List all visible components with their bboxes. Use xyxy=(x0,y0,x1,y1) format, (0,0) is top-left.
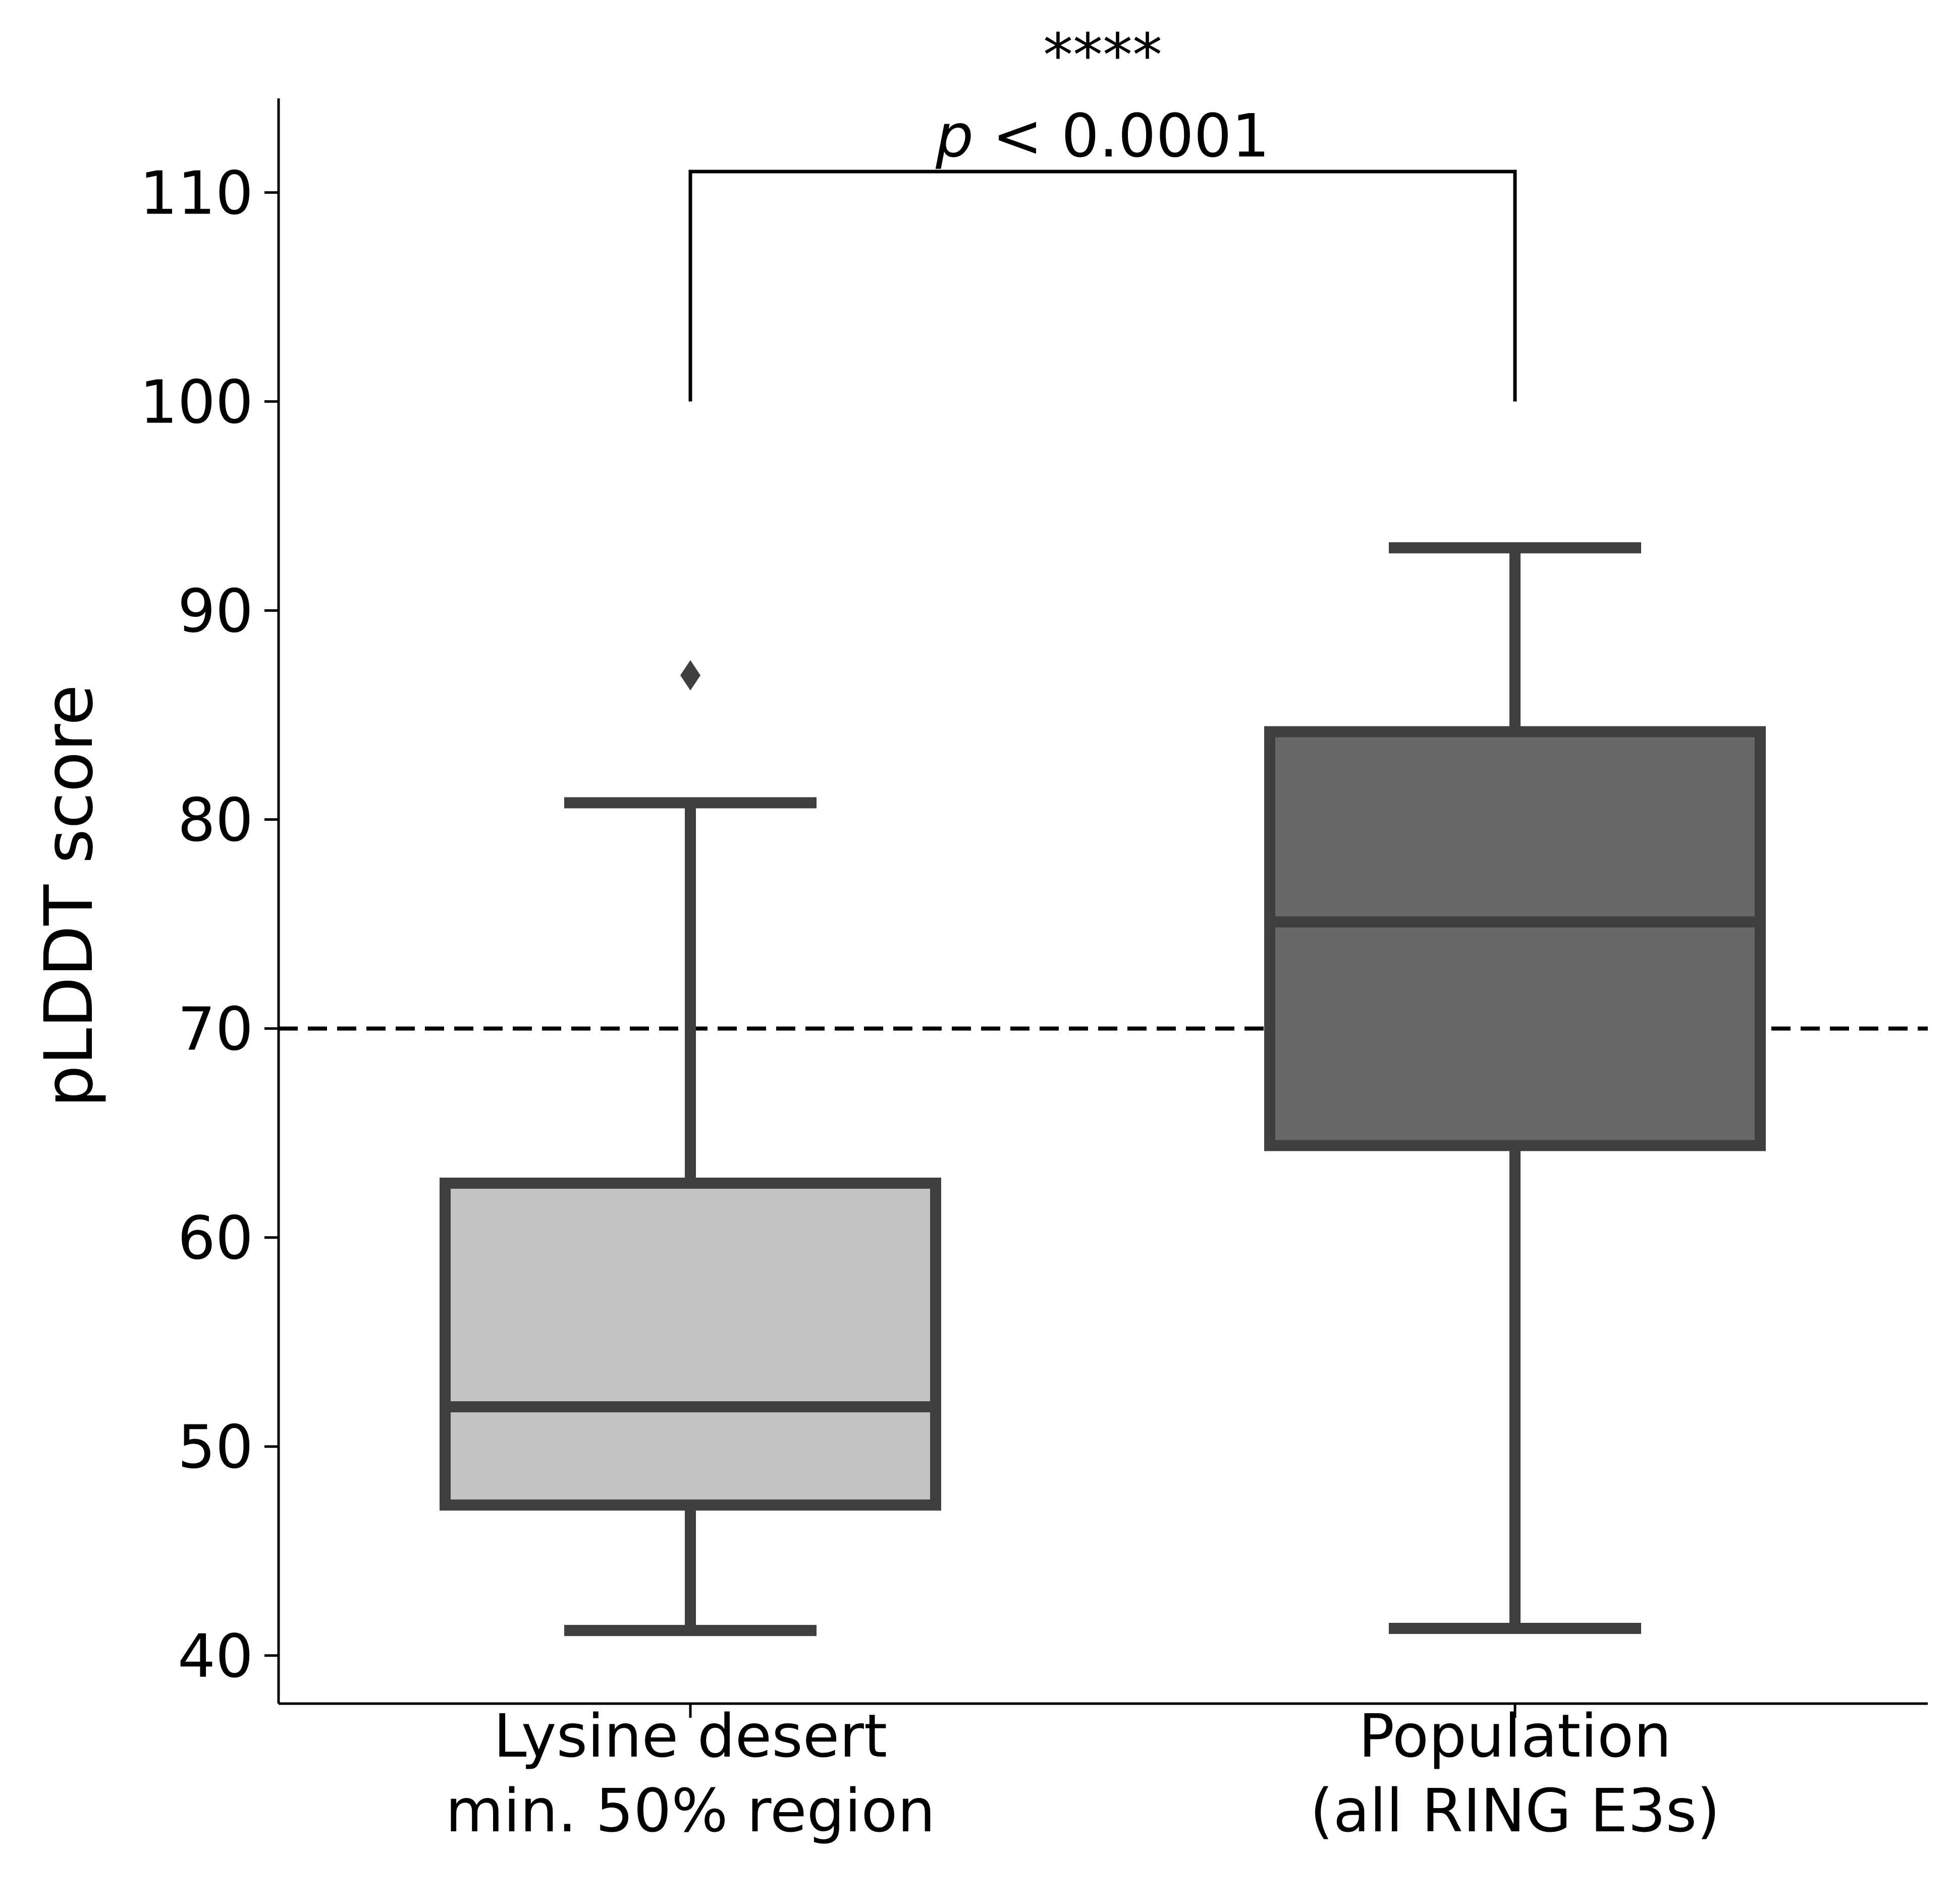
significance-bracket xyxy=(688,170,1517,402)
x-tick-label: Lysine desert xyxy=(494,1701,887,1771)
y-tick-label: 50 xyxy=(178,1412,253,1482)
p-value-label: p < 0.0001 xyxy=(935,101,1270,171)
y-tick-label: 40 xyxy=(178,1621,253,1691)
significance-stars: **** xyxy=(1043,20,1162,90)
iqr-box xyxy=(1264,726,1766,1151)
y-tick-label: 110 xyxy=(140,158,253,228)
box-group xyxy=(440,660,941,1636)
box-group xyxy=(1264,542,1766,1634)
y-tick-label: 80 xyxy=(178,785,253,855)
p-symbol: p xyxy=(935,101,973,171)
outlier-point xyxy=(680,660,700,691)
boxes-layer xyxy=(440,542,1766,1636)
x-tick-label: (all RING E3s) xyxy=(1310,1776,1720,1845)
p-value-text: < 0.0001 xyxy=(973,101,1270,171)
x-tick-label: min. 50% region xyxy=(446,1776,936,1845)
significance-annotation: **** p < 0.0001 xyxy=(688,20,1517,402)
y-tick-label: 90 xyxy=(178,576,253,646)
y-tick-label: 60 xyxy=(178,1203,253,1273)
y-axis-label: pLDDT score xyxy=(30,684,108,1107)
y-tick-label: 100 xyxy=(140,367,253,437)
y-tick-label: 70 xyxy=(178,994,253,1064)
x-tick-label: Population xyxy=(1359,1701,1671,1771)
iqr-box xyxy=(440,1177,941,1511)
